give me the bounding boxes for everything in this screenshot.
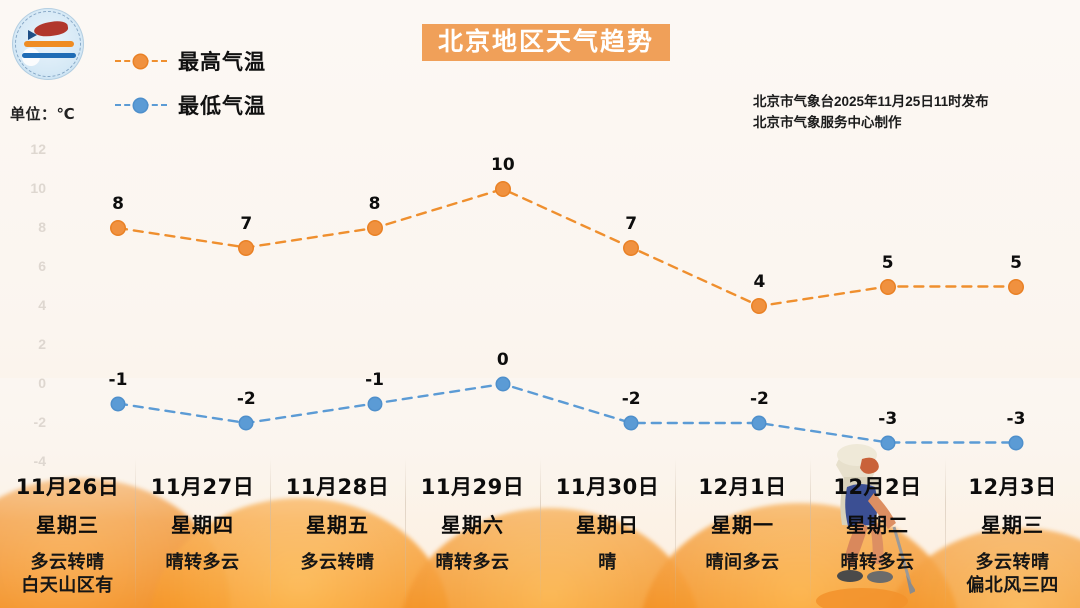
value-label-low: 0 bbox=[496, 350, 509, 370]
value-label-high: 8 bbox=[368, 194, 381, 214]
data-point-low bbox=[625, 417, 638, 429]
forecast-condition-extra: 偏北风三四 bbox=[966, 575, 1059, 597]
forecast-day-column[interactable]: 11月29日 星期六晴转多云 bbox=[405, 458, 540, 608]
data-point-high bbox=[368, 221, 382, 235]
value-label-low: -3 bbox=[878, 408, 898, 429]
legend-item-high: 最高气温 bbox=[115, 44, 266, 78]
legend-marker-low-icon bbox=[115, 98, 167, 112]
forecast-condition: 晴间多云 bbox=[705, 552, 780, 574]
forecast-condition: 晴 bbox=[598, 552, 617, 574]
forecast-day-column[interactable]: 12月3日星期三多云转晴 偏北风三四 bbox=[945, 458, 1080, 608]
forecast-condition: 晴转多云 bbox=[840, 552, 915, 574]
value-label-low: -2 bbox=[236, 389, 256, 409]
legend-marker-high-icon bbox=[115, 54, 167, 68]
forecast-day-columns: 11月26日 星期三 多云转晴 白天山区有 11月27日 星期四 晴转多云 11月28日 星期五… bbox=[0, 458, 1080, 608]
forecast-weekday: 星期二 bbox=[846, 513, 909, 538]
value-label-high: 4 bbox=[753, 272, 766, 292]
value-label-high: 7 bbox=[240, 213, 253, 234]
beijing-meteorological-service-logo bbox=[12, 8, 84, 80]
logo-orange-band bbox=[24, 41, 74, 47]
forecast-weekday: 星期四 bbox=[171, 513, 234, 538]
y-axis-tick: 8 bbox=[38, 219, 46, 235]
y-axis-tick: -2 bbox=[33, 414, 46, 430]
y-axis-tick: 4 bbox=[38, 297, 46, 313]
legend-item-low: 最低气温 bbox=[115, 88, 266, 122]
data-point-low bbox=[240, 417, 253, 429]
forecast-condition-extra: 白天山区有 bbox=[21, 575, 114, 597]
y-axis-tick: 2 bbox=[38, 336, 46, 352]
data-point-high bbox=[881, 280, 895, 293]
data-point-low bbox=[881, 436, 894, 449]
data-point-low bbox=[1010, 436, 1022, 449]
forecast-day-column[interactable]: 11月30日 星期日晴 bbox=[540, 458, 675, 608]
forecast-day-column[interactable]: 11月26日 星期三多云转晴 白天山区有 bbox=[0, 470, 135, 608]
legend-label-low: 最低气温 bbox=[178, 94, 266, 118]
forecast-day-column[interactable]: 12月1日星期一晴间多云 bbox=[675, 458, 810, 608]
forecast-day-column[interactable]: 12月2日星期二晴转多云 bbox=[810, 458, 945, 608]
data-point-high bbox=[496, 182, 510, 196]
issuer-line-1: 北京市气象台2025年11月25日11时发布 bbox=[753, 94, 989, 109]
value-label-low: -1 bbox=[108, 369, 128, 390]
forecast-date: 12月3日 bbox=[968, 475, 1057, 499]
data-point-low bbox=[496, 378, 509, 390]
logo-triangle-icon bbox=[28, 30, 37, 40]
value-label-high: 5 bbox=[881, 252, 894, 273]
forecast-date: 11月26日 bbox=[15, 475, 120, 499]
forecast-date: 11月30日 bbox=[555, 475, 660, 499]
forecast-condition: 晴转多云 bbox=[435, 552, 510, 574]
forecast-condition: 多云转晴 bbox=[30, 552, 105, 574]
data-point-high bbox=[752, 299, 766, 313]
forecast-condition: 多云转晴 bbox=[300, 552, 375, 574]
forecast-day-column[interactable]: 11月28日 星期五多云转晴 bbox=[270, 458, 405, 608]
forecast-weekday: 星期五 bbox=[306, 513, 369, 538]
issuer-info: 北京市气象台2025年11月25日11时发布 北京市气象服务中心制作 bbox=[753, 92, 989, 134]
data-point-high bbox=[239, 241, 253, 254]
data-point-high bbox=[1009, 280, 1023, 293]
forecast-weekday: 星期日 bbox=[576, 513, 639, 538]
legend-label-high: 最高气温 bbox=[178, 50, 266, 74]
value-label-low: -2 bbox=[621, 389, 641, 409]
value-label-low: -1 bbox=[365, 369, 385, 390]
y-axis-tick: 12 bbox=[30, 141, 46, 157]
forecast-date: 11月27日 bbox=[150, 475, 255, 499]
forecast-weekday: 星期三 bbox=[36, 513, 99, 538]
issuer-line-2: 北京市气象服务中心制作 bbox=[753, 114, 902, 130]
forecast-condition: 晴转多云 bbox=[165, 552, 240, 574]
value-label-low: -2 bbox=[749, 389, 769, 409]
y-axis-tick: 0 bbox=[38, 375, 46, 391]
value-label-low: -3 bbox=[1006, 408, 1026, 429]
value-label-high: 5 bbox=[1010, 252, 1022, 273]
data-point-high bbox=[624, 241, 638, 254]
value-label-high: 7 bbox=[625, 213, 638, 234]
chart-legend: 最高气温 最低气温 bbox=[115, 44, 266, 122]
forecast-weekday: 星期三 bbox=[981, 513, 1044, 538]
forecast-condition: 多云转晴 bbox=[975, 552, 1050, 574]
unit-label: 单位：℃ bbox=[10, 106, 76, 123]
page-title: 北京地区天气趋势 bbox=[422, 24, 671, 61]
forecast-weekday: 星期六 bbox=[441, 513, 504, 538]
farmer-figure-illustration bbox=[816, 444, 915, 608]
value-label-high: 8 bbox=[112, 194, 124, 214]
data-point-low bbox=[368, 397, 381, 410]
forecast-weekday: 星期一 bbox=[711, 513, 774, 538]
value-label-high: 10 bbox=[491, 155, 515, 175]
forecast-date: 12月2日 bbox=[833, 475, 922, 499]
logo-ring bbox=[15, 11, 81, 77]
forecast-date: 12月1日 bbox=[698, 475, 787, 499]
logo-blue-band bbox=[22, 53, 76, 58]
data-point-low bbox=[753, 417, 766, 429]
y-axis-tick: -4 bbox=[33, 453, 46, 469]
data-point-low bbox=[112, 397, 124, 410]
forecast-day-column[interactable]: 11月27日 星期四晴转多云 bbox=[135, 458, 270, 608]
y-axis-tick: 6 bbox=[38, 258, 46, 274]
y-axis-tick: 10 bbox=[30, 180, 46, 196]
data-point-high bbox=[111, 221, 125, 235]
forecast-date: 11月29日 bbox=[420, 475, 525, 499]
forecast-date: 11月28日 bbox=[285, 475, 390, 499]
